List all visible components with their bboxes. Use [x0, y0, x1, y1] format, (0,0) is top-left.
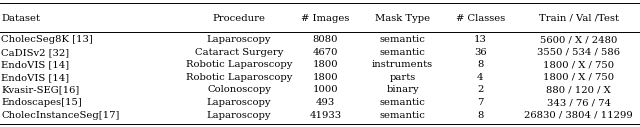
Text: 1000: 1000: [312, 85, 339, 94]
Text: # Images: # Images: [301, 14, 349, 23]
Text: Laparoscopy: Laparoscopy: [207, 35, 271, 44]
Text: Endoscapes[15]: Endoscapes[15]: [1, 98, 82, 107]
Text: 26830 / 3804 / 11299: 26830 / 3804 / 11299: [524, 110, 633, 120]
Text: semantic: semantic: [380, 35, 426, 44]
Text: 880 / 120 / X: 880 / 120 / X: [546, 85, 611, 94]
Text: 4670: 4670: [313, 48, 338, 57]
Text: semantic: semantic: [380, 48, 426, 57]
Text: 5600 / X / 2480: 5600 / X / 2480: [540, 35, 617, 44]
Text: # Classes: # Classes: [456, 14, 505, 23]
Text: Cataract Surgery: Cataract Surgery: [195, 48, 284, 57]
Text: Train / Val /Test: Train / Val /Test: [539, 14, 619, 23]
Text: 2: 2: [477, 85, 483, 94]
Text: 493: 493: [316, 98, 335, 107]
Text: 343 / 76 / 74: 343 / 76 / 74: [547, 98, 611, 107]
Text: EndoVIS [14]: EndoVIS [14]: [1, 73, 69, 82]
Text: 3550 / 534 / 586: 3550 / 534 / 586: [537, 48, 620, 57]
Text: 1800 / X / 750: 1800 / X / 750: [543, 60, 614, 69]
Text: 1800: 1800: [312, 60, 339, 69]
Text: 41933: 41933: [309, 110, 342, 120]
Text: Dataset: Dataset: [1, 14, 40, 23]
Text: Laparoscopy: Laparoscopy: [207, 110, 271, 120]
Text: parts: parts: [389, 73, 416, 82]
Text: 13: 13: [474, 35, 487, 44]
Text: semantic: semantic: [380, 110, 426, 120]
Text: CholecSeg8K [13]: CholecSeg8K [13]: [1, 35, 93, 44]
Text: 8: 8: [477, 110, 483, 120]
Text: binary: binary: [387, 85, 419, 94]
Text: semantic: semantic: [380, 98, 426, 107]
Text: CholecInstanceSeg[17]: CholecInstanceSeg[17]: [1, 110, 120, 120]
Text: Robotic Laparoscopy: Robotic Laparoscopy: [186, 73, 292, 82]
Text: EndoVIS [14]: EndoVIS [14]: [1, 60, 69, 69]
Text: 8: 8: [477, 60, 483, 69]
Text: Procedure: Procedure: [212, 14, 266, 23]
Text: CaDISv2 [32]: CaDISv2 [32]: [1, 48, 69, 57]
Text: 4: 4: [477, 73, 484, 82]
Text: Mask Type: Mask Type: [375, 14, 430, 23]
Text: 1800: 1800: [312, 73, 339, 82]
Text: Robotic Laparoscopy: Robotic Laparoscopy: [186, 60, 292, 69]
Text: Laparoscopy: Laparoscopy: [207, 98, 271, 107]
Text: 8080: 8080: [313, 35, 338, 44]
Text: Colonoscopy: Colonoscopy: [207, 85, 271, 94]
Text: instruments: instruments: [372, 60, 433, 69]
Text: 1800 / X / 750: 1800 / X / 750: [543, 73, 614, 82]
Text: Kvasir-SEG[16]: Kvasir-SEG[16]: [1, 85, 79, 94]
Text: 7: 7: [477, 98, 483, 107]
Text: 36: 36: [474, 48, 486, 57]
